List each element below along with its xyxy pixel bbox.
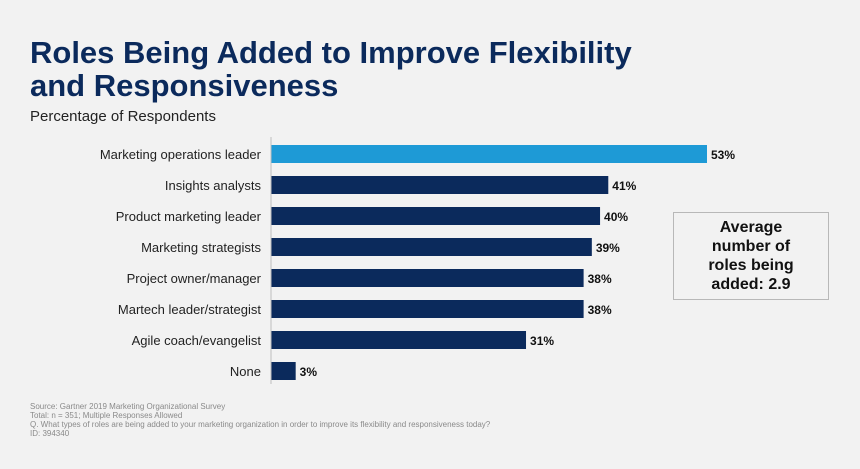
- chart-footer: Source: Gartner 2019 Marketing Organizat…: [30, 402, 830, 438]
- category-label: None: [230, 364, 261, 379]
- category-label: Marketing strategists: [141, 240, 261, 255]
- average-callout-box: Average number of roles being added: 2.9: [673, 212, 829, 300]
- data-label: 39%: [596, 241, 620, 255]
- title-line-1: Roles Being Added to Improve Flexibility: [30, 35, 632, 70]
- category-label: Product marketing leader: [116, 209, 262, 224]
- category-label: Project owner/manager: [127, 271, 262, 286]
- bar: [271, 145, 707, 163]
- footer-total: Total: n = 351; Multiple Responses Allow…: [30, 411, 183, 420]
- category-label: Insights analysts: [165, 178, 262, 193]
- chart-subtitle: Percentage of Respondents: [30, 108, 216, 125]
- data-label: 41%: [612, 179, 636, 193]
- footer-id: ID: 394340: [30, 429, 70, 438]
- bar: [271, 300, 584, 318]
- data-label: 31%: [530, 334, 554, 348]
- bar: [271, 331, 527, 349]
- category-label: Martech leader/strategist: [118, 302, 261, 317]
- average-callout-text: Average number of roles being added: 2.9: [708, 219, 794, 293]
- data-label: 38%: [588, 272, 612, 286]
- bar: [271, 176, 609, 194]
- category-label: Agile coach/evangelist: [132, 333, 262, 348]
- bar: [271, 362, 296, 380]
- data-label: 40%: [604, 210, 628, 224]
- footer-source: Source: Gartner 2019 Marketing Organizat…: [30, 402, 226, 411]
- chart-title: Roles Being Added to Improve Flexibility…: [30, 36, 810, 102]
- data-label: 53%: [711, 148, 735, 162]
- title-line-2: and Responsiveness: [30, 68, 339, 103]
- data-label: 3%: [300, 365, 318, 379]
- footer-question: Q. What types of roles are being added t…: [30, 420, 491, 429]
- bar: [271, 238, 592, 256]
- category-label: Marketing operations leader: [100, 147, 262, 162]
- bar: [271, 207, 601, 225]
- bar: [271, 269, 584, 287]
- data-label: 38%: [588, 303, 612, 317]
